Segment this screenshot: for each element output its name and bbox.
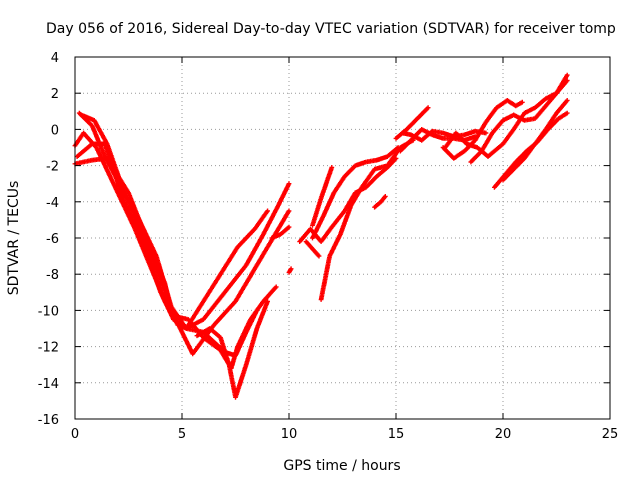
- data-point-markers: [303, 239, 322, 259]
- x-tick-label: 25: [602, 427, 619, 442]
- sdtvar-track: [194, 299, 270, 400]
- x-tick-label: 20: [495, 427, 512, 442]
- data-point-markers: [194, 299, 270, 400]
- y-axis-label: SDTVAR / TECUs: [6, 181, 22, 296]
- data-point-markers: [500, 98, 570, 183]
- data-point-markers: [372, 194, 388, 210]
- y-tick-label: 4: [51, 51, 59, 66]
- sdtvar-track: [500, 98, 570, 183]
- x-axis-label: GPS time / hours: [283, 458, 400, 474]
- x-tick-label: 10: [281, 427, 298, 442]
- data-point-markers: [310, 165, 335, 228]
- y-tick-label: 0: [51, 123, 59, 138]
- y-axis-ticks: -16 -14 -12 -10 -8 -6 -4 -2 0 2 4: [38, 51, 610, 428]
- sdtvar-track: [372, 194, 388, 210]
- sdtvar-track: [269, 224, 292, 241]
- y-tick-label: 2: [51, 87, 59, 102]
- y-tick-label: -10: [38, 304, 59, 319]
- data-point-markers: [286, 266, 294, 275]
- x-tick-label: 0: [71, 427, 79, 442]
- sdtvar-track: [310, 165, 335, 228]
- sdtvar-track: [74, 141, 270, 331]
- sdtvar-track: [468, 72, 570, 165]
- grid-lines: [75, 57, 610, 419]
- x-tick-label: 15: [388, 427, 405, 442]
- x-axis-ticks: 0 5 10 15 20 25: [71, 57, 618, 442]
- data-point-markers: [468, 72, 570, 165]
- data-point-markers: [74, 141, 270, 331]
- y-tick-label: -6: [46, 232, 59, 247]
- sdtvar-track: [318, 137, 416, 302]
- sdtvar-track: [310, 145, 401, 241]
- sdtvar-series: [72, 72, 570, 400]
- y-tick-label: -14: [38, 377, 59, 392]
- data-point-markers: [318, 137, 416, 302]
- y-tick-label: -8: [46, 268, 59, 283]
- y-tick-label: -12: [38, 341, 59, 356]
- x-tick-label: 5: [178, 427, 186, 442]
- y-tick-label: -2: [46, 160, 59, 175]
- sdtvar-track: [286, 266, 294, 275]
- y-tick-label: -16: [38, 413, 59, 428]
- data-point-markers: [269, 224, 292, 241]
- sdtvar-track: [303, 239, 322, 259]
- y-tick-label: -4: [46, 196, 59, 211]
- data-point-markers: [310, 145, 401, 241]
- chart-title: Day 056 of 2016, Sidereal Day-to-day VTE…: [46, 21, 616, 37]
